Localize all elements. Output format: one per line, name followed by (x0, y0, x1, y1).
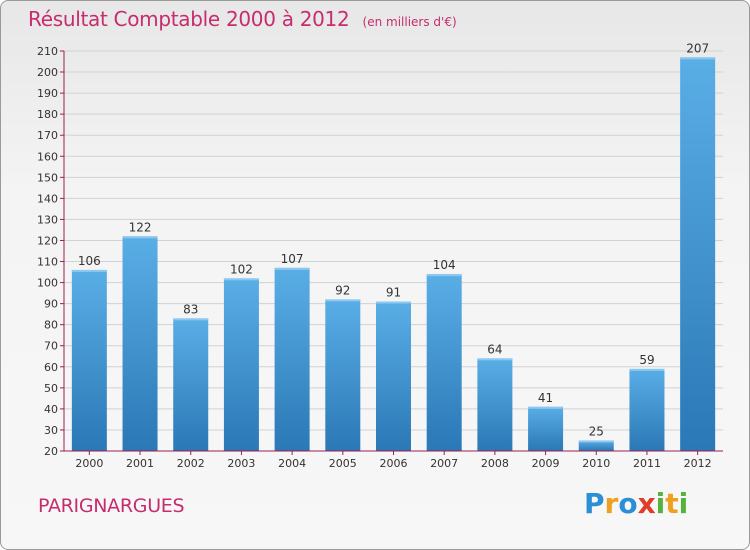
y-tick-label: 80 (44, 319, 58, 332)
bar-highlight (680, 57, 716, 60)
y-tick-label: 160 (37, 150, 58, 163)
bar-highlight (528, 406, 564, 409)
chart-subtitle: (en milliers d'€) (362, 15, 457, 29)
bar-highlight (71, 269, 107, 272)
y-tick-label: 20 (44, 445, 58, 458)
x-tick-label: 2006 (380, 457, 408, 470)
logo-letter: P (584, 487, 605, 520)
logo-letter: o (618, 487, 638, 520)
data-label: 104 (433, 258, 456, 272)
y-tick-label: 60 (44, 361, 58, 374)
bar-highlight (426, 274, 462, 277)
bar-highlight (274, 267, 310, 270)
y-tick-label: 180 (37, 108, 58, 121)
data-label: 25 (589, 424, 604, 438)
data-label: 41 (538, 391, 553, 405)
x-tick-label: 2012 (684, 457, 712, 470)
y-tick-label: 120 (37, 234, 58, 247)
bar-highlight (223, 278, 259, 281)
x-tick-label: 2004 (278, 457, 306, 470)
y-tick-label: 70 (44, 340, 58, 353)
bar (173, 318, 209, 451)
x-tick-label: 2000 (75, 457, 103, 470)
commune-name: PARIGNARGUES (38, 495, 185, 517)
logo-letter: i (678, 487, 689, 520)
x-tick-label: 2001 (126, 457, 154, 470)
bar (223, 278, 259, 451)
data-label: 207 (686, 41, 709, 55)
bar (528, 406, 564, 451)
proxiti-logo: Proxiti (584, 487, 688, 520)
bar-highlight (477, 358, 513, 361)
bar-highlight (578, 440, 614, 443)
x-tick-label: 2011 (633, 457, 661, 470)
data-label: 107 (281, 252, 304, 266)
data-label: 102 (230, 262, 253, 276)
y-tick-label: 130 (37, 213, 58, 226)
data-label: 91 (386, 286, 401, 300)
x-tick-label: 2008 (481, 457, 509, 470)
y-tick-label: 170 (37, 129, 58, 142)
bar (325, 299, 361, 451)
y-tick-label: 30 (44, 424, 58, 437)
x-tick-label: 2009 (532, 457, 560, 470)
chart-title: Résultat Comptable 2000 à 2012 (28, 7, 350, 31)
bar (578, 440, 614, 451)
y-tick-label: 100 (37, 277, 58, 290)
data-label: 106 (78, 254, 101, 268)
x-tick-label: 2003 (227, 457, 255, 470)
data-label: 122 (129, 220, 152, 234)
logo-letter: i (655, 487, 666, 520)
bar (71, 269, 107, 451)
data-label: 92 (335, 283, 350, 297)
logo-letter: t (665, 487, 679, 520)
title-row: Résultat Comptable 2000 à 2012 (en milli… (28, 7, 457, 31)
y-tick-label: 40 (44, 403, 58, 416)
x-tick-label: 2010 (582, 457, 610, 470)
bar-highlight (376, 301, 411, 304)
y-tick-label: 190 (37, 87, 58, 100)
y-tick-label: 210 (37, 45, 58, 58)
data-label: 59 (639, 353, 654, 367)
logo-letter: x (637, 487, 656, 520)
x-tick-label: 2005 (329, 457, 357, 470)
bar (426, 274, 462, 451)
y-tick-label: 90 (44, 298, 58, 311)
x-tick-label: 2002 (177, 457, 205, 470)
bar (376, 301, 411, 451)
y-tick-label: 50 (44, 382, 58, 395)
y-tick-label: 140 (37, 192, 58, 205)
bar (629, 368, 665, 451)
bar-highlight (173, 318, 209, 321)
y-tick-label: 200 (37, 66, 58, 79)
bar (122, 236, 158, 451)
x-tick-label: 2007 (430, 457, 458, 470)
bar-highlight (122, 236, 158, 239)
bar (477, 358, 513, 451)
bar-highlight (629, 368, 665, 371)
y-tick-label: 150 (37, 171, 58, 184)
bar (680, 57, 716, 451)
y-tick-label: 110 (37, 256, 58, 269)
bar-highlight (325, 299, 361, 302)
data-label: 64 (487, 342, 502, 356)
logo-letter: r (604, 487, 619, 520)
data-label: 83 (183, 302, 198, 316)
bar (274, 267, 310, 451)
